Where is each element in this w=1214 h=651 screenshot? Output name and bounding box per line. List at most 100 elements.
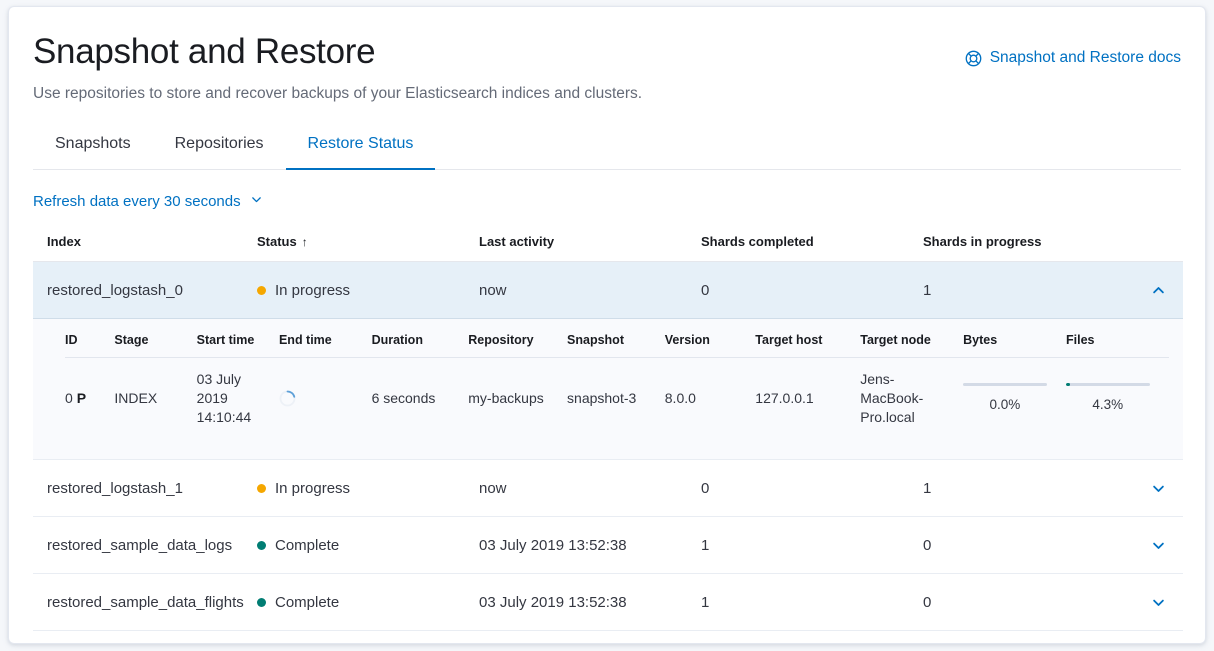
cell-last-activity: now [479, 459, 701, 517]
detail-cell-bytes: 0.0% [963, 358, 1066, 440]
table-row[interactable]: restored_sample_data_logs Complete 03 Ju… [33, 516, 1183, 574]
detail-col-files: Files [1065, 333, 1169, 358]
page-subtitle: Use repositories to store and recover ba… [33, 85, 643, 102]
status-label: Complete [275, 593, 340, 611]
col-header-shards-completed[interactable]: Shards completed [701, 234, 923, 262]
files-progress-track [1065, 383, 1150, 386]
col-header-index[interactable]: Index [33, 234, 257, 262]
chevron-down-icon[interactable] [1145, 589, 1171, 615]
cell-expand-toggle[interactable] [1145, 630, 1183, 643]
cell-shards-completed: 1 [701, 573, 923, 631]
table-row[interactable]: restored_sample_data_ecom... Complete 03… [33, 630, 1183, 643]
detail-col-duration: Duration [371, 333, 469, 358]
col-header-last-activity[interactable]: Last activity [479, 234, 701, 262]
life-ring-icon [965, 50, 982, 67]
bytes-progress-label: 0.0% [989, 397, 1021, 412]
bytes-progress-track [963, 383, 1047, 386]
detail-col-version: Version [664, 333, 756, 358]
status-dot-in-progress [257, 285, 266, 295]
detail-col-target-host: Target host [755, 333, 861, 358]
detail-cell-duration: 6 seconds [371, 390, 436, 406]
chevron-down-icon[interactable] [1145, 532, 1171, 558]
bytes-progress: 0.0% [963, 383, 1047, 414]
chevron-down-icon[interactable] [1145, 475, 1171, 501]
table-row[interactable]: restored_logstash_1 In progress now 0 1 [33, 459, 1183, 517]
table-row-detail: ID Stage Start time End time Duration Re… [33, 318, 1183, 460]
cell-index: restored_logstash_0 [33, 261, 257, 319]
col-header-expand [1145, 234, 1183, 262]
col-header-status[interactable]: Status ↑ [257, 234, 479, 262]
cell-status: In progress [257, 261, 479, 319]
detail-cell-end-time [279, 358, 372, 440]
detail-cell-snapshot: snapshot-3 [567, 390, 637, 406]
status-label: In progress [275, 479, 351, 497]
cell-expand-toggle[interactable] [1145, 516, 1183, 574]
cell-shards-in-progress: 0 [923, 573, 1145, 631]
detail-cell-repository: my-backups [468, 390, 544, 406]
primary-shard-badge: P [76, 390, 87, 406]
cell-index: restored_logstash_1 [33, 459, 257, 517]
cell-shards-in-progress: 0 [923, 630, 1145, 643]
status-label: In progress [275, 281, 351, 299]
tab-restore-status[interactable]: Restore Status [285, 127, 436, 170]
docs-link-label: Snapshot and Restore docs [989, 49, 1181, 66]
files-progress-label: 4.3% [1092, 397, 1124, 412]
cell-last-activity: 03 July 2019 13:52:38 [479, 516, 701, 574]
cell-status: In progress [257, 459, 479, 517]
cell-shards-completed: 1 [701, 630, 923, 643]
cell-last-activity: 03 July 2019 13:52:38 [479, 573, 701, 631]
shard-detail-row: 0 P INDEX 03 July 2019 14:10:44 [65, 358, 1169, 440]
cell-expand-toggle[interactable] [1145, 459, 1183, 517]
detail-cell-target-node: Jens-MacBook-Pro.local [860, 371, 924, 425]
detail-col-id: ID [65, 333, 115, 358]
detail-cell-id: 0 P [65, 358, 114, 440]
tab-repositories[interactable]: Repositories [174, 135, 264, 152]
table-row[interactable]: restored_logstash_0 In progress now 0 1 [33, 261, 1183, 319]
detail-col-target-node: Target node [860, 333, 964, 358]
table-header: Index Status ↑ Last activity Shards compl… [33, 234, 1183, 262]
detail-col-end-time: End time [278, 333, 372, 358]
cell-index: restored_sample_data_logs [33, 516, 257, 574]
cell-expand-toggle[interactable] [1145, 261, 1183, 319]
chevron-down-icon [250, 192, 263, 212]
files-progress-fill [1065, 383, 1070, 386]
chevron-up-icon[interactable] [1145, 277, 1171, 303]
tab-snapshots[interactable]: Snapshots [55, 135, 131, 152]
snapshot-restore-docs-link[interactable]: Snapshot and Restore docs [965, 31, 1181, 68]
shard-id: 0 [65, 390, 73, 406]
shard-detail-header-row: ID Stage Start time End time Duration Re… [65, 333, 1169, 358]
cell-index: restored_sample_data_flights [33, 573, 257, 631]
detail-col-start-time: Start time [196, 333, 279, 358]
restore-status-table: Index Status ↑ Last activity Shards compl… [33, 234, 1183, 643]
cell-shards-completed: 0 [701, 261, 923, 319]
cell-last-activity: 03 July 2019 13:52:37 [479, 630, 701, 643]
files-progress: 4.3% [1065, 383, 1150, 414]
refresh-interval-label: Refresh data every 30 seconds [33, 193, 241, 210]
table-row[interactable]: restored_sample_data_flights Complete 03… [33, 573, 1183, 631]
table-header-row: Index Status ↑ Last activity Shards compl… [33, 234, 1183, 262]
cell-status: Complete [257, 630, 479, 643]
detail-cell-target-host: 127.0.0.1 [755, 390, 814, 406]
detail-col-repository: Repository [468, 333, 568, 358]
status-dot-in-progress [257, 483, 266, 493]
detail-cell-version: 8.0.0 [664, 390, 696, 406]
table-body: restored_logstash_0 In progress now 0 1 [33, 261, 1183, 643]
detail-cell-stage: INDEX [114, 390, 158, 406]
cell-expand-toggle[interactable] [1145, 573, 1183, 631]
detail-col-snapshot: Snapshot [567, 333, 665, 358]
shard-detail-table: ID Stage Start time End time Duration Re… [65, 333, 1169, 439]
cell-shards-in-progress: 0 [923, 516, 1145, 574]
col-header-shards-in-progress[interactable]: Shards in progress [923, 234, 1145, 262]
loading-spinner-icon [279, 390, 296, 407]
cell-index: restored_sample_data_ecom... [33, 630, 257, 643]
cell-shards-in-progress: 1 [923, 459, 1145, 517]
cell-status: Complete [257, 573, 479, 631]
shard-detail-panel: ID Stage Start time End time Duration Re… [33, 319, 1183, 459]
cell-last-activity: now [479, 261, 701, 319]
tab-bar: Snapshots Repositories Restore Status [33, 127, 1181, 170]
snapshot-restore-panel: Snapshot and Restore Snapshot and Restor… [8, 6, 1206, 644]
detail-col-bytes: Bytes [963, 333, 1066, 358]
refresh-interval-button[interactable]: Refresh data every 30 seconds [33, 192, 263, 212]
cell-shards-completed: 0 [701, 459, 923, 517]
status-label: Complete [275, 536, 340, 554]
